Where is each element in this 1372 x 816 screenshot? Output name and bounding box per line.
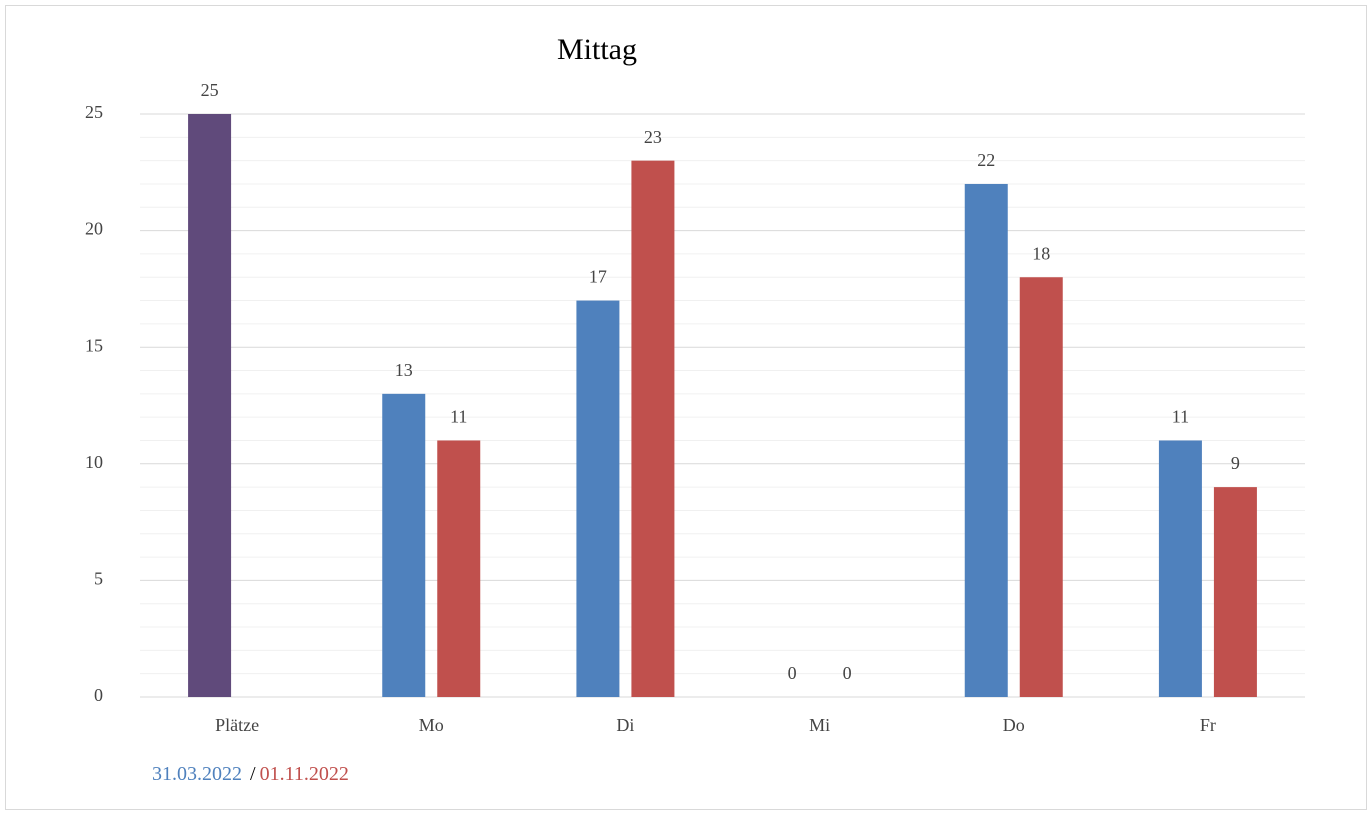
chart-title: Mittag xyxy=(557,33,637,66)
bar xyxy=(1158,440,1202,697)
y-tick-label: 25 xyxy=(85,102,103,122)
data-label: 25 xyxy=(201,80,219,100)
y-tick-label: 5 xyxy=(94,569,103,589)
data-label: 11 xyxy=(1172,407,1189,427)
y-tick-label: 20 xyxy=(85,219,103,239)
bar xyxy=(1213,487,1257,697)
data-label: 0 xyxy=(788,663,797,683)
x-tick-label: Di xyxy=(616,715,634,735)
bar xyxy=(437,440,481,697)
bar xyxy=(631,160,675,697)
x-tick-label: Plätze xyxy=(215,715,259,735)
x-tick-label: Mi xyxy=(809,715,830,735)
y-tick-label: 10 xyxy=(85,452,103,472)
legend: 31.03.2022 /01.11.2022 xyxy=(152,763,349,785)
data-label: 0 xyxy=(843,663,852,683)
legend-entry: 01.11.2022 xyxy=(260,763,349,785)
data-label: 22 xyxy=(977,150,995,170)
data-label: 17 xyxy=(589,267,607,287)
legend-entry: 31.03.2022 xyxy=(152,763,242,785)
data-label: 13 xyxy=(395,360,413,380)
data-label: 9 xyxy=(1231,453,1240,473)
bar xyxy=(1019,277,1063,697)
chart-frame xyxy=(5,5,1367,810)
data-label: 18 xyxy=(1032,243,1050,263)
x-tick-label: Do xyxy=(1003,715,1025,735)
x-tick-label: Fr xyxy=(1200,715,1216,735)
bar xyxy=(964,183,1008,697)
bar xyxy=(382,393,426,697)
bar xyxy=(576,300,620,697)
data-label: 23 xyxy=(644,127,662,147)
x-tick-label: Mo xyxy=(419,715,444,735)
data-label: 11 xyxy=(450,407,467,427)
bar xyxy=(188,114,232,697)
y-tick-label: 15 xyxy=(85,335,103,355)
y-tick-label: 0 xyxy=(94,685,103,705)
legend-separator: / xyxy=(250,763,256,785)
